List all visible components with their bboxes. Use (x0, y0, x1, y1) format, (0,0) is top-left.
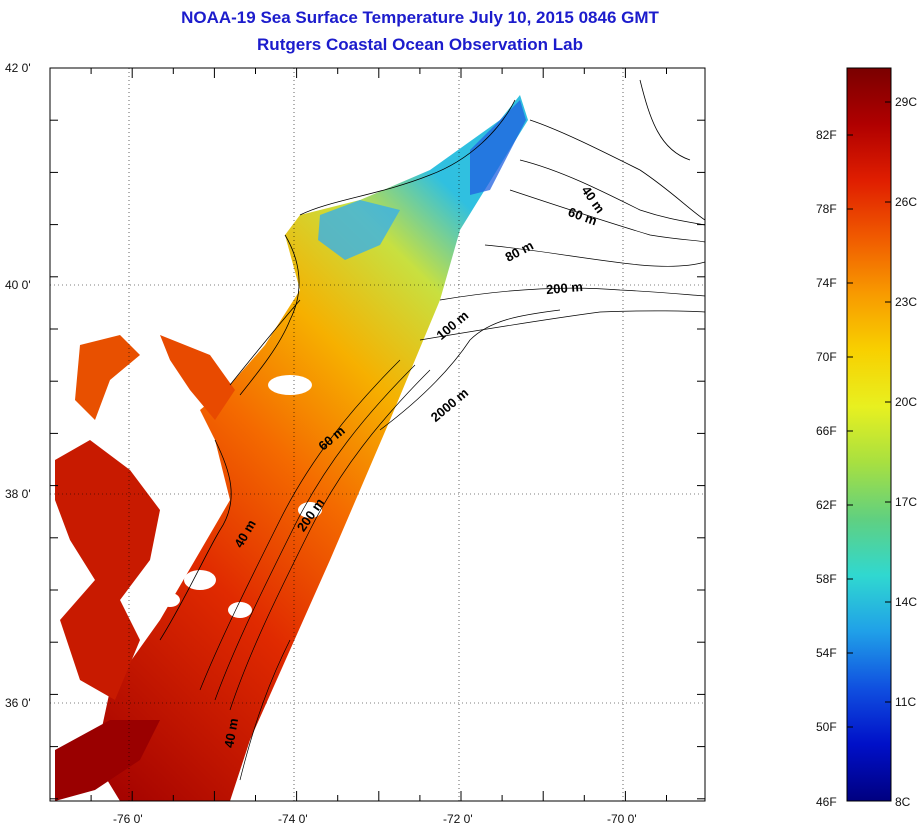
fahrenheit-label: 50F (816, 720, 837, 734)
lon-axis-labels: -76 0' -74 0' -72 0' -70 0' (113, 812, 637, 826)
colorbar-fahrenheit-labels: 82F 78F 74F 70F 66F 62F 58F 54F 50F 46F (816, 128, 837, 809)
delaware-bay (160, 335, 235, 420)
fahrenheit-label: 46F (816, 795, 837, 809)
celsius-label: 17C (895, 495, 917, 509)
lon-tick-label: -76 0' (113, 812, 143, 826)
celsius-label: 8C (895, 795, 911, 809)
sound-water (55, 720, 160, 801)
lon-tick-label: -74 0' (278, 812, 308, 826)
cool-strip (470, 100, 526, 195)
fahrenheit-label: 54F (816, 646, 837, 660)
bathymetry-label: 200 m (545, 279, 583, 297)
map-ticks (49, 67, 705, 801)
fahrenheit-label: 66F (816, 424, 837, 438)
cloud-gap (184, 570, 216, 590)
fahrenheit-label: 78F (816, 202, 837, 216)
sst-swath (95, 95, 528, 801)
map-subtitle: Rutgers Coastal Ocean Observation Lab (257, 35, 583, 54)
fahrenheit-label: 82F (816, 128, 837, 142)
bathymetry-label: 40 m (221, 717, 241, 749)
map-frame (49, 67, 706, 802)
cool-patch (318, 200, 400, 260)
fahrenheit-label: 58F (816, 572, 837, 586)
fahrenheit-label: 62F (816, 498, 837, 512)
celsius-label: 26C (895, 195, 917, 209)
lat-tick-label: 36 0' (5, 696, 31, 710)
map-content (55, 79, 705, 801)
colorbar-celsius-labels: 29C 26C 23C 20C 17C 14C 11C 8C (895, 95, 917, 809)
fahrenheit-label: 74F (816, 276, 837, 290)
cloud-gap (268, 375, 312, 395)
northern-bay (75, 335, 140, 420)
cloud-gap (298, 502, 322, 518)
cloud-gap (160, 593, 180, 607)
celsius-label: 23C (895, 295, 917, 309)
celsius-label: 14C (895, 595, 917, 609)
lat-axis-labels: 42 0' 40 0' 38 0' 36 0' (5, 61, 31, 710)
celsius-label: 20C (895, 395, 917, 409)
colorbar-gradient (846, 67, 892, 802)
fahrenheit-label: 70F (816, 350, 837, 364)
bay-water (55, 440, 160, 700)
map-title: NOAA-19 Sea Surface Temperature July 10,… (181, 8, 659, 27)
celsius-label: 11C (895, 695, 916, 709)
colorbar-ticks (847, 101, 891, 802)
lon-tick-label: -72 0' (443, 812, 473, 826)
celsius-label: 29C (895, 95, 917, 109)
bathymetry-contours (199, 159, 705, 781)
lat-tick-label: 42 0' (5, 61, 31, 75)
lat-tick-label: 38 0' (5, 487, 31, 501)
lon-tick-label: -70 0' (607, 812, 637, 826)
coastlines (159, 79, 705, 641)
lat-tick-label: 40 0' (5, 278, 31, 292)
